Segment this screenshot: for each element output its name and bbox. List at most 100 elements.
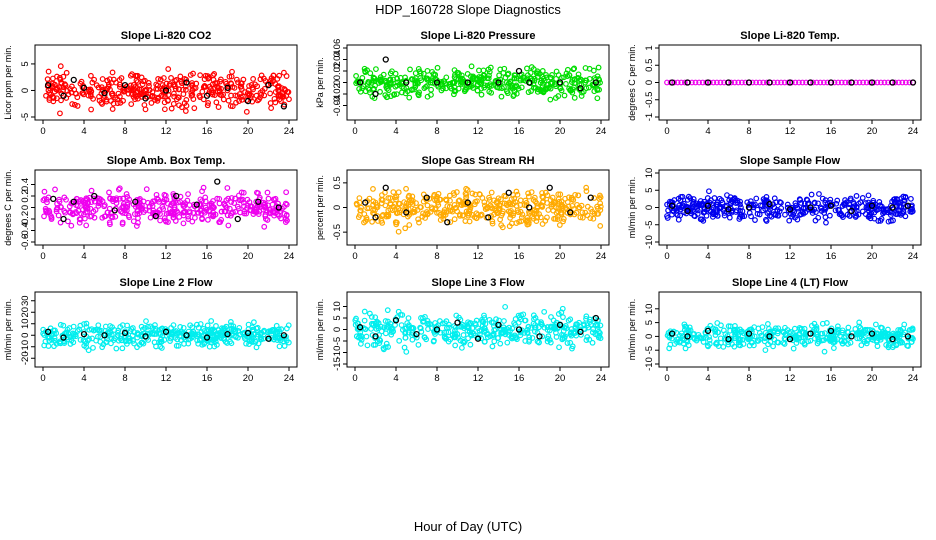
data-point bbox=[53, 95, 60, 102]
data-point bbox=[572, 191, 579, 198]
data-point bbox=[283, 189, 290, 196]
data-point bbox=[180, 220, 187, 227]
data-point bbox=[470, 74, 477, 81]
data-point bbox=[675, 216, 682, 223]
data-point bbox=[153, 191, 160, 198]
data-point bbox=[517, 197, 524, 204]
data-point bbox=[227, 103, 234, 109]
data-point bbox=[50, 75, 56, 82]
data-point bbox=[591, 195, 598, 201]
data-point bbox=[377, 337, 384, 344]
data-point bbox=[725, 323, 732, 330]
data-point bbox=[579, 209, 586, 216]
data-point bbox=[676, 332, 683, 339]
data-point bbox=[532, 198, 539, 205]
data-point bbox=[233, 76, 240, 83]
data-point bbox=[481, 312, 487, 319]
data-point bbox=[395, 189, 402, 196]
y-tick-label: 0 bbox=[20, 205, 31, 210]
data-point bbox=[816, 191, 822, 197]
data-point bbox=[895, 79, 902, 86]
data-point bbox=[243, 108, 250, 115]
y-tick-label: -10 bbox=[644, 235, 655, 249]
data-point bbox=[865, 192, 872, 199]
data-point bbox=[48, 216, 55, 222]
data-point bbox=[170, 90, 177, 97]
data-point bbox=[517, 202, 524, 208]
data-point bbox=[254, 83, 261, 90]
data-point bbox=[735, 79, 742, 86]
data-point bbox=[753, 79, 760, 86]
x-tick-label: 4 bbox=[705, 126, 710, 137]
panel-title: Slope Li-820 CO2 bbox=[121, 30, 211, 42]
data-point bbox=[455, 85, 462, 92]
data-point bbox=[498, 212, 505, 219]
data-point bbox=[594, 73, 601, 80]
data-point bbox=[172, 218, 179, 224]
data-point bbox=[499, 224, 506, 231]
data-point bbox=[714, 79, 720, 86]
data-point bbox=[451, 74, 458, 81]
data-point bbox=[738, 79, 745, 86]
data-point bbox=[279, 205, 285, 212]
data-point bbox=[133, 77, 140, 84]
data-point bbox=[387, 195, 394, 201]
data-point bbox=[583, 188, 590, 195]
data-point bbox=[409, 324, 416, 331]
data-point bbox=[724, 333, 731, 339]
data-point bbox=[485, 75, 492, 82]
x-axis-label: Hour of Day (UTC) bbox=[414, 519, 522, 534]
data-point bbox=[569, 202, 576, 209]
data-point bbox=[67, 341, 74, 347]
data-point bbox=[530, 66, 537, 72]
x-tick-label: 12 bbox=[473, 373, 484, 384]
data-point bbox=[168, 75, 174, 81]
data-point bbox=[718, 322, 724, 329]
data-point bbox=[533, 70, 540, 77]
x-tick-label: 8 bbox=[434, 126, 439, 137]
data-point bbox=[277, 98, 284, 104]
data-point bbox=[262, 200, 268, 207]
data-point bbox=[511, 320, 518, 326]
data-point bbox=[589, 208, 596, 215]
data-point bbox=[815, 200, 821, 207]
data-point bbox=[109, 90, 116, 97]
data-point bbox=[214, 195, 221, 202]
data-point bbox=[199, 215, 205, 222]
data-point bbox=[838, 79, 845, 86]
x-tick-label: 12 bbox=[473, 126, 484, 137]
data-point bbox=[844, 329, 851, 335]
data-point bbox=[900, 325, 907, 332]
data-point bbox=[418, 204, 424, 211]
x-tick-label: 20 bbox=[243, 373, 254, 384]
data-point bbox=[83, 222, 90, 229]
data-point bbox=[283, 73, 290, 79]
series-point bbox=[173, 192, 180, 200]
data-point bbox=[271, 197, 278, 203]
data-point bbox=[74, 103, 81, 109]
data-point bbox=[586, 65, 593, 72]
data-point bbox=[784, 201, 791, 208]
data-point bbox=[510, 210, 517, 217]
data-point bbox=[159, 82, 166, 88]
data-point bbox=[204, 337, 211, 344]
data-point bbox=[281, 69, 287, 76]
data-point bbox=[557, 191, 564, 198]
data-point bbox=[189, 218, 196, 225]
data-point bbox=[372, 320, 379, 327]
data-point bbox=[53, 340, 60, 347]
data-point bbox=[734, 199, 741, 206]
data-point bbox=[387, 76, 394, 83]
data-point bbox=[822, 214, 829, 221]
series-point bbox=[745, 79, 753, 86]
data-point bbox=[780, 339, 787, 346]
data-point bbox=[208, 318, 215, 324]
data-point bbox=[551, 324, 558, 331]
data-point bbox=[199, 198, 205, 205]
data-point bbox=[487, 202, 494, 209]
series-point bbox=[244, 329, 252, 337]
data-point bbox=[467, 73, 474, 80]
data-point bbox=[801, 325, 808, 332]
series-point bbox=[101, 332, 108, 339]
data-point bbox=[202, 198, 209, 205]
